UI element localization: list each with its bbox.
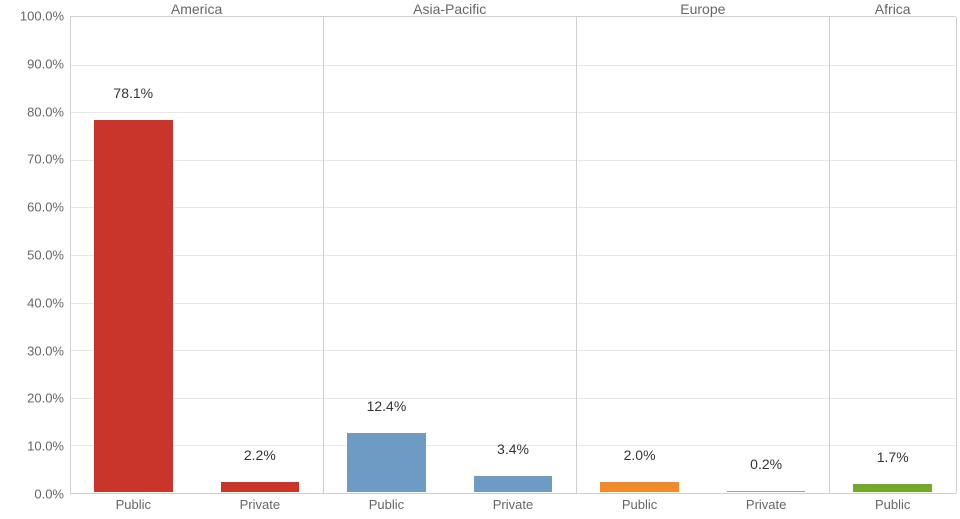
gridline bbox=[70, 65, 956, 66]
bar-value-label: 3.4% bbox=[497, 441, 529, 457]
y-tick-label: 70.0% bbox=[27, 152, 64, 167]
panel-separator bbox=[323, 17, 324, 493]
panel-separator bbox=[829, 17, 830, 493]
panel-title: America bbox=[171, 1, 222, 17]
y-tick-label: 40.0% bbox=[27, 295, 64, 310]
bar bbox=[347, 433, 425, 492]
x-tick-label: Public bbox=[622, 497, 657, 512]
panel-title: Africa bbox=[875, 1, 911, 17]
gridline bbox=[70, 207, 956, 208]
bar-value-label: 78.1% bbox=[113, 85, 153, 101]
panel-title: Asia-Pacific bbox=[413, 1, 486, 17]
bar-value-label: 2.2% bbox=[244, 447, 276, 463]
bar-value-label: 0.2% bbox=[750, 456, 782, 472]
x-tick-label: Private bbox=[746, 497, 786, 512]
y-tick-label: 0.0% bbox=[34, 487, 64, 502]
x-tick-label: Private bbox=[493, 497, 533, 512]
y-tick-label: 60.0% bbox=[27, 200, 64, 215]
bar-value-label: 1.7% bbox=[877, 449, 909, 465]
bar bbox=[727, 491, 805, 492]
bar bbox=[94, 120, 172, 492]
gridline bbox=[70, 112, 956, 113]
panel-title: Europe bbox=[680, 1, 725, 17]
bar-value-label: 2.0% bbox=[624, 447, 656, 463]
faceted-bar-chart: 0.0% 10.0% 20.0% 30.0% 40.0% 50.0% 60.0% 70.0% 8… bbox=[0, 0, 960, 519]
x-tick-label: Public bbox=[116, 497, 151, 512]
gridline bbox=[70, 255, 956, 256]
y-tick-label: 10.0% bbox=[27, 439, 64, 454]
y-tick-label: 30.0% bbox=[27, 343, 64, 358]
gridline bbox=[70, 398, 956, 399]
x-tick-label: Private bbox=[240, 497, 280, 512]
bar-value-label: 12.4% bbox=[367, 398, 407, 414]
panel-separator bbox=[576, 17, 577, 493]
bar bbox=[853, 484, 931, 492]
x-tick-label: Public bbox=[875, 497, 910, 512]
plot-area: AmericaAsia-PacificEuropeAfrica78.1%2.2%… bbox=[70, 16, 956, 494]
gridline bbox=[70, 350, 956, 351]
panel-separator bbox=[70, 17, 71, 493]
bar bbox=[600, 482, 678, 492]
y-tick-label: 90.0% bbox=[27, 56, 64, 71]
y-tick-label: 50.0% bbox=[27, 248, 64, 263]
y-tick-label: 20.0% bbox=[27, 391, 64, 406]
bar bbox=[221, 482, 299, 492]
y-tick-label: 80.0% bbox=[27, 104, 64, 119]
y-tick-label: 100.0% bbox=[20, 9, 64, 24]
y-axis: 0.0%10.0%20.0%30.0%40.0%50.0%60.0%70.0%8… bbox=[0, 16, 70, 494]
gridline bbox=[70, 303, 956, 304]
x-tick-label: Public bbox=[369, 497, 404, 512]
bar bbox=[474, 476, 552, 492]
gridline bbox=[70, 160, 956, 161]
x-axis: Public Private Public Private Public Private P… bbox=[70, 497, 956, 517]
panel-separator bbox=[956, 17, 957, 493]
